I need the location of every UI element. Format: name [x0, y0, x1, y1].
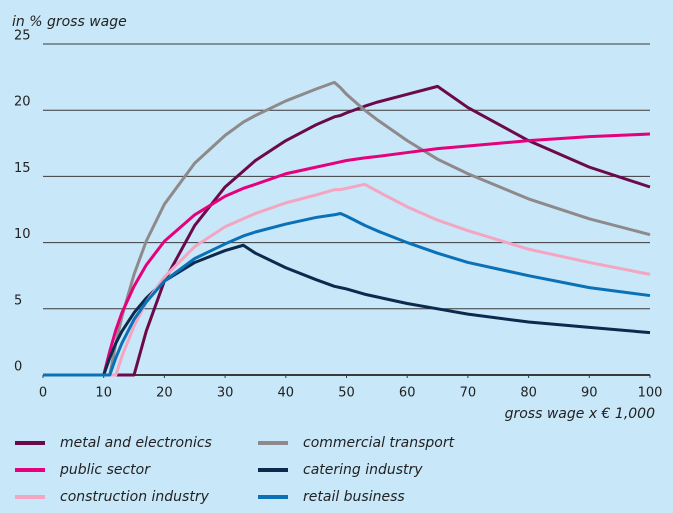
x-tick-label: 60 [399, 386, 416, 401]
y-tick-label: 0 [14, 360, 22, 375]
series-line [43, 80, 651, 377]
x-tick-label: 10 [95, 386, 112, 401]
legend-label: commercial transport [303, 435, 455, 451]
y-tick-label: 20 [14, 95, 31, 110]
x-tick-label: 0 [39, 386, 47, 401]
legend-label: retail business [303, 489, 405, 505]
x-tick-label: 20 [156, 386, 173, 401]
x-tick-label: 40 [278, 386, 295, 401]
y-tick-label: 25 [14, 29, 31, 44]
y-axis-label: in % gross wage [12, 14, 127, 30]
x-tick-label: 70 [460, 386, 477, 401]
x-tick-label: 90 [581, 386, 598, 401]
x-tick-label: 80 [520, 386, 537, 401]
y-tick-label: 10 [14, 227, 31, 242]
legend-label: construction industry [60, 489, 210, 505]
series-line [43, 243, 651, 377]
series-line [43, 132, 651, 377]
legend-label: catering industry [303, 462, 423, 478]
y-tick-label: 15 [14, 161, 31, 176]
x-tick-label: 50 [338, 386, 355, 401]
x-tick-label: 100 [638, 386, 663, 401]
legend-label: public sector [59, 462, 151, 478]
series-line [43, 211, 651, 377]
x-axis-label: gross wage x € 1,000 [505, 406, 655, 422]
legend-label: metal and electronics [60, 435, 212, 451]
series-line [43, 84, 651, 377]
y-tick-label: 5 [14, 293, 22, 308]
series-line [43, 182, 651, 377]
x-tick-label: 30 [217, 386, 234, 401]
